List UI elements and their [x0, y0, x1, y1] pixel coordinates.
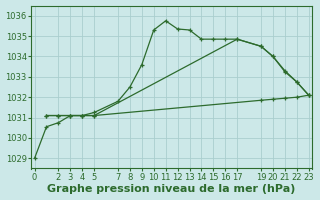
X-axis label: Graphe pression niveau de la mer (hPa): Graphe pression niveau de la mer (hPa) [47, 184, 296, 194]
